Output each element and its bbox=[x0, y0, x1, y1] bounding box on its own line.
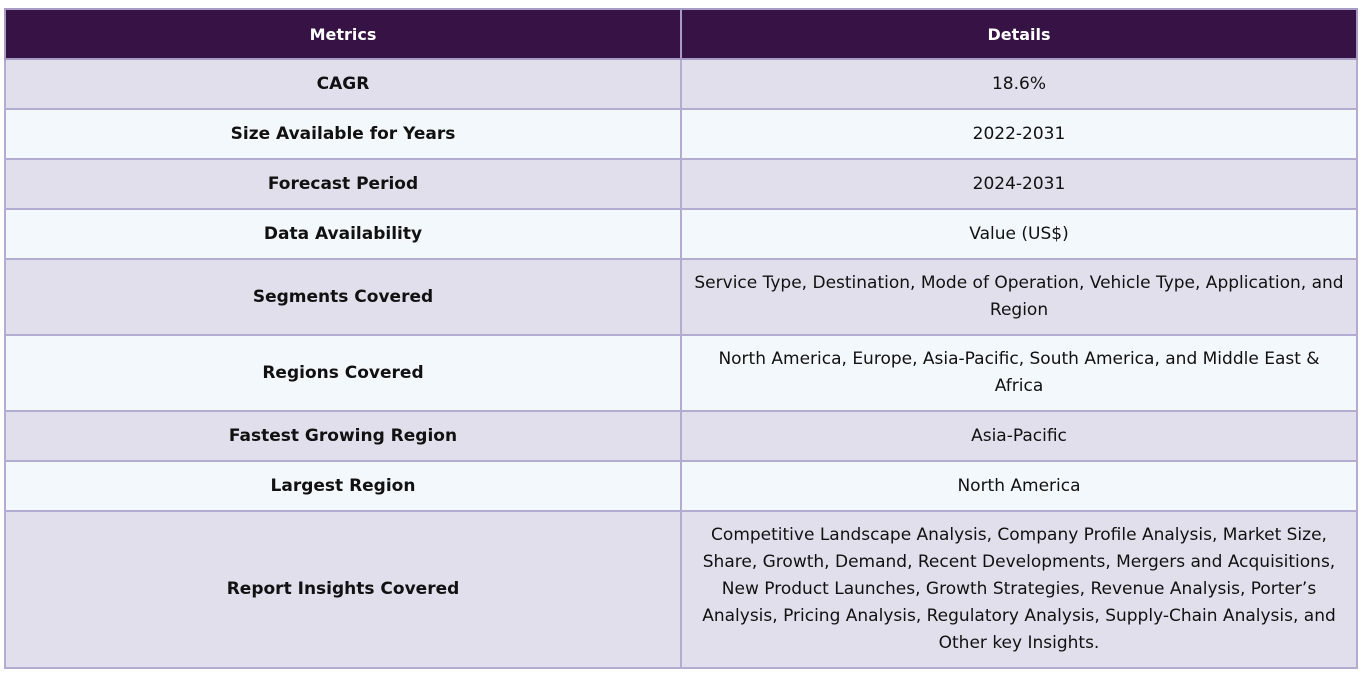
table-row: Fastest Growing Region Asia-Pacific bbox=[4, 410, 1358, 462]
detail-cell: Competitive Landscape Analysis, Company … bbox=[680, 510, 1358, 669]
detail-cell: Service Type, Destination, Mode of Opera… bbox=[680, 258, 1358, 336]
table-row: Forecast Period 2024-2031 bbox=[4, 158, 1358, 210]
header-metrics: Metrics bbox=[4, 8, 682, 60]
metric-cell: Fastest Growing Region bbox=[4, 410, 682, 462]
table-row: Largest Region North America bbox=[4, 460, 1358, 512]
detail-cell: Asia-Pacific bbox=[680, 410, 1358, 462]
metric-cell: Forecast Period bbox=[4, 158, 682, 210]
table-row: CAGR 18.6% bbox=[4, 58, 1358, 110]
detail-cell: North America, Europe, Asia-Pacific, Sou… bbox=[680, 334, 1358, 412]
metric-cell: Data Availability bbox=[4, 208, 682, 260]
detail-cell: 2022-2031 bbox=[680, 108, 1358, 160]
metric-cell: Largest Region bbox=[4, 460, 682, 512]
metric-cell: Segments Covered bbox=[4, 258, 682, 336]
detail-cell: 2024-2031 bbox=[680, 158, 1358, 210]
table-row: Report Insights Covered Competitive Land… bbox=[4, 510, 1358, 669]
metric-cell: Report Insights Covered bbox=[4, 510, 682, 669]
detail-cell: Value (US$) bbox=[680, 208, 1358, 260]
table-row: Size Available for Years 2022-2031 bbox=[4, 108, 1358, 160]
detail-cell: North America bbox=[680, 460, 1358, 512]
table-row: Segments Covered Service Type, Destinati… bbox=[4, 258, 1358, 336]
table-row: Data Availability Value (US$) bbox=[4, 208, 1358, 260]
header-details: Details bbox=[680, 8, 1358, 60]
table-header-row: Metrics Details bbox=[4, 8, 1358, 60]
table-row: Regions Covered North America, Europe, A… bbox=[4, 334, 1358, 412]
report-metrics-table-container: Metrics Details CAGR 18.6% Size Availabl… bbox=[4, 8, 1358, 669]
metric-cell: CAGR bbox=[4, 58, 682, 110]
report-metrics-table: Metrics Details CAGR 18.6% Size Availabl… bbox=[4, 8, 1358, 669]
metric-cell: Regions Covered bbox=[4, 334, 682, 412]
metric-cell: Size Available for Years bbox=[4, 108, 682, 160]
detail-cell: 18.6% bbox=[680, 58, 1358, 110]
